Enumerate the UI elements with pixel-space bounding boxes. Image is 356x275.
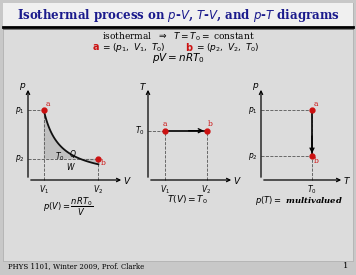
Text: $p_2$: $p_2$ (248, 151, 258, 162)
Text: $V_1$: $V_1$ (39, 184, 49, 197)
Text: b: b (314, 157, 319, 165)
Text: a: a (314, 100, 319, 108)
Text: $T$: $T$ (343, 175, 351, 186)
Polygon shape (44, 110, 98, 164)
Text: isothermal  $\Rightarrow$  $T = T_0 =$ constant: isothermal $\Rightarrow$ $T = T_0 =$ con… (101, 31, 255, 43)
Text: $p(V) = \dfrac{nRT_0}{V}$: $p(V) = \dfrac{nRT_0}{V}$ (43, 196, 93, 218)
Text: $p_1$: $p_1$ (248, 105, 258, 116)
Text: $T(V) = T_0$: $T(V) = T_0$ (167, 194, 208, 207)
Text: $T_0$: $T_0$ (55, 150, 65, 163)
FancyBboxPatch shape (3, 3, 353, 27)
Text: $T$: $T$ (139, 81, 147, 92)
Text: $V$: $V$ (233, 175, 241, 186)
Text: $p_2$: $p_2$ (15, 153, 25, 164)
Text: $V_1$: $V_1$ (160, 184, 170, 197)
Text: $V_2$: $V_2$ (93, 184, 104, 197)
Text: PHYS 1101, Winter 2009, Prof. Clarke: PHYS 1101, Winter 2009, Prof. Clarke (8, 262, 144, 270)
Text: $\mathbf{b}$: $\mathbf{b}$ (185, 41, 194, 53)
Text: $T_0$: $T_0$ (135, 125, 145, 137)
Text: $p$: $p$ (19, 81, 27, 92)
Text: $V$: $V$ (123, 175, 131, 186)
Text: $p$: $p$ (252, 81, 260, 92)
Text: 1: 1 (342, 262, 348, 270)
Text: $= (p_1,\ V_1,\ T_0)$: $= (p_1,\ V_1,\ T_0)$ (101, 40, 166, 54)
Text: $V_2$: $V_2$ (201, 184, 211, 197)
Text: b: b (208, 120, 213, 128)
Text: a: a (163, 120, 167, 128)
Text: $p_1$: $p_1$ (15, 105, 25, 116)
Text: Isothermal process on $p$-$V$, $T$-$V$, and $p$-$T$ diagrams: Isothermal process on $p$-$V$, $T$-$V$, … (17, 7, 339, 24)
Text: $= (p_2,\ V_2,\ T_0)$: $= (p_2,\ V_2,\ T_0)$ (195, 40, 260, 54)
Text: $T_0$: $T_0$ (307, 184, 317, 197)
Text: $Q$: $Q$ (69, 147, 77, 160)
Text: b: b (100, 159, 105, 167)
Text: $\it{pV} = \it{nRT_0}$: $\it{pV} = \it{nRT_0}$ (152, 51, 204, 65)
FancyBboxPatch shape (3, 3, 353, 261)
Text: $p(T) =$ multivalued: $p(T) =$ multivalued (255, 194, 342, 207)
Text: $\mathbf{a}$: $\mathbf{a}$ (92, 42, 100, 52)
Text: a: a (46, 100, 50, 108)
Text: $W$: $W$ (66, 161, 76, 172)
